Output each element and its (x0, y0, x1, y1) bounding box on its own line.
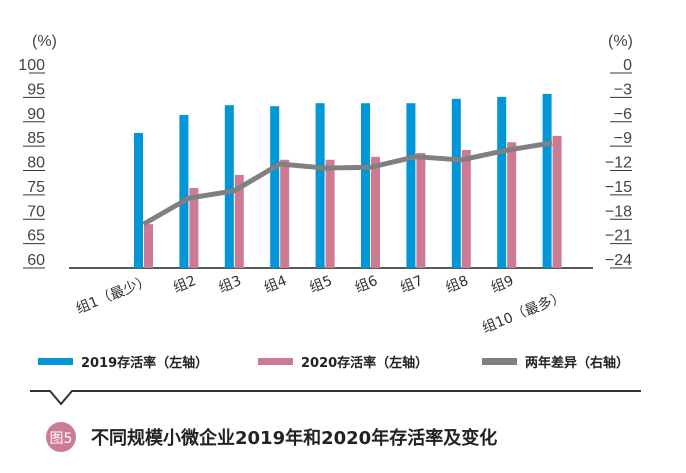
right-tick-label: −9 (614, 130, 632, 147)
right-tick-label: −18 (605, 203, 632, 220)
bar-2019 (406, 103, 416, 268)
left-tick-label: 90 (27, 106, 45, 123)
x-tick-label: 组9 (489, 273, 516, 296)
bar-2020 (461, 150, 471, 268)
left-tick-label: 65 (27, 228, 45, 245)
legend-label: 两年差异（右轴） (525, 355, 629, 371)
bar-2020 (144, 224, 153, 268)
x-tick-label: 组7 (398, 273, 425, 296)
bar-2020 (416, 152, 426, 268)
bar-2020 (234, 174, 244, 268)
x-tick-label: 组4 (262, 273, 289, 296)
left-axis-unit: (%) (32, 33, 57, 50)
figure-badge (46, 422, 76, 452)
legend-label: 2020存活率（左轴） (301, 355, 428, 371)
x-tick-label: 组1（最少） (74, 273, 153, 317)
right-tick-label: −15 (605, 179, 632, 196)
separator-line (30, 390, 641, 406)
legend-swatch (38, 358, 73, 365)
right-tick-label: −24 (605, 252, 632, 269)
legend-label: 2019存活率（左轴） (81, 355, 208, 371)
bar-2020 (507, 142, 517, 268)
right-tick-label: −6 (614, 106, 632, 123)
left-tick-label: 60 (27, 252, 45, 269)
left-tick-label: 70 (27, 203, 45, 220)
bar-2020 (371, 156, 380, 268)
difference-line (142, 140, 553, 227)
figure-label: 图5 (50, 431, 73, 447)
legend-swatch (482, 358, 517, 365)
x-tick-label: 组2 (171, 273, 198, 296)
right-tick-label: −3 (614, 81, 632, 98)
bar-2019 (224, 105, 234, 268)
x-tick-label: 组5 (307, 273, 334, 296)
x-tick-label: 组6 (353, 273, 380, 296)
bar-2019 (451, 98, 461, 269)
left-tick-label: 100 (18, 57, 45, 74)
right-tick-label: −12 (605, 155, 632, 172)
right-tick-label: −21 (605, 228, 632, 245)
bar-2019 (542, 93, 552, 269)
bar-2020 (280, 159, 290, 268)
bar-2020 (552, 135, 562, 268)
left-tick-label: 75 (27, 179, 45, 196)
bar-2019 (179, 114, 189, 268)
bar-2019 (270, 106, 280, 269)
right-axis-unit: (%) (608, 33, 633, 50)
x-tick-label: 组10（最多） (480, 288, 568, 337)
x-tick-label: 组8 (444, 273, 471, 296)
x-tick-label: 组3 (217, 273, 244, 296)
right-tick-label: 0 (623, 57, 632, 74)
left-tick-label: 80 (27, 155, 45, 172)
bar-2019 (361, 103, 370, 268)
chart-title: 不同规模小微企业2019年和2020年存活率及变化 (91, 427, 497, 449)
left-tick-label: 85 (27, 130, 45, 147)
legend-swatch (258, 358, 293, 365)
bar-2020 (189, 188, 199, 268)
left-tick-label: 95 (27, 81, 45, 98)
bar-2019 (497, 96, 507, 268)
bar-2019 (315, 103, 325, 268)
bar-2020 (325, 159, 335, 268)
bar-2019 (134, 132, 143, 268)
